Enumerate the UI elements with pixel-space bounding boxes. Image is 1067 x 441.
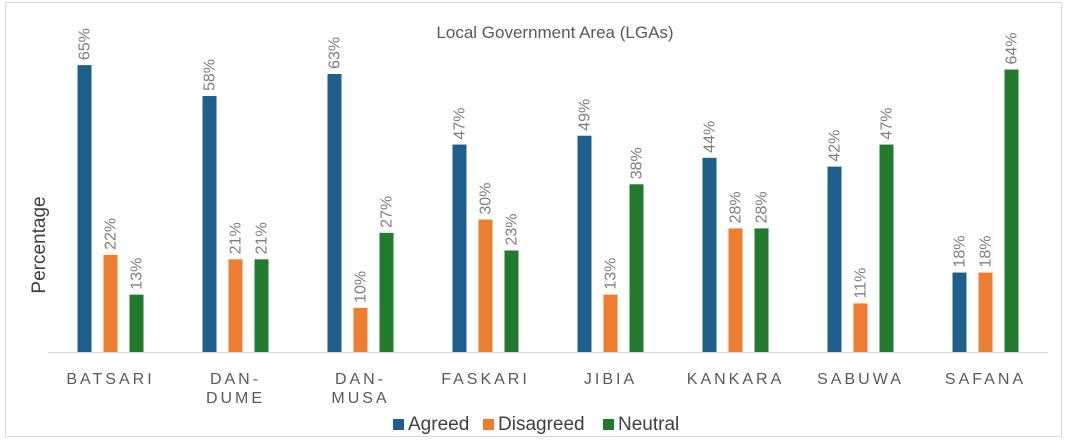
bar <box>629 184 644 352</box>
value-label: 49% <box>577 99 594 131</box>
bar <box>504 250 519 352</box>
bar <box>827 166 842 352</box>
bar <box>129 294 144 352</box>
value-label: 63% <box>327 37 344 69</box>
chart-title: Local Government Area (LGAs) <box>436 23 673 42</box>
x-tick-label: JIBIA <box>583 371 638 388</box>
value-label: 42% <box>827 130 844 162</box>
bar <box>603 294 618 352</box>
value-label: 13% <box>603 258 620 290</box>
bar <box>77 65 92 352</box>
value-label: 21% <box>254 222 271 254</box>
value-label: 38% <box>629 147 646 179</box>
bar <box>103 254 118 352</box>
bar <box>754 228 769 352</box>
bar <box>1004 69 1019 353</box>
x-tick-label: DAN- MUSA <box>331 371 390 407</box>
value-label: 47% <box>879 108 896 140</box>
value-label: 58% <box>202 59 219 91</box>
legend-label: Agreed <box>408 414 469 435</box>
x-tick-label: DAN- DUME <box>205 371 266 407</box>
value-label: 10% <box>353 271 370 303</box>
legend-label: Disagreed <box>498 414 585 435</box>
value-label: 28% <box>728 191 745 223</box>
bar <box>879 144 894 352</box>
value-label: 18% <box>952 236 969 268</box>
bar <box>202 96 217 352</box>
bar <box>353 307 368 352</box>
value-label: 47% <box>452 108 469 140</box>
y-axis-label: Percentage <box>29 196 50 293</box>
value-label: 27% <box>379 196 396 228</box>
value-label: 64% <box>1004 33 1021 65</box>
bar <box>228 259 243 352</box>
value-label: 28% <box>754 191 771 223</box>
legend-swatch <box>393 419 404 430</box>
value-label: 13% <box>129 258 146 290</box>
x-tick-label: SAFANA <box>944 371 1027 388</box>
legend-swatch <box>483 419 494 430</box>
value-label: 22% <box>103 218 120 250</box>
legend-swatch <box>603 419 614 430</box>
value-label: 21% <box>228 222 245 254</box>
bar <box>254 259 269 352</box>
x-tick-label: SABUWA <box>817 371 904 388</box>
bar <box>452 144 467 352</box>
x-tick-label: BATSARI <box>66 371 155 388</box>
chart-border <box>5 2 1062 437</box>
legend-label: Neutral <box>618 414 679 435</box>
bar <box>728 228 743 352</box>
bar <box>952 272 967 352</box>
value-label: 23% <box>504 213 521 245</box>
x-tick-label: FASKARI <box>441 371 530 388</box>
bar <box>702 157 717 352</box>
value-label: 65% <box>77 28 94 60</box>
value-label: 18% <box>978 236 995 268</box>
x-tick-label: KANKARA <box>686 371 785 388</box>
bar <box>478 219 493 352</box>
bar <box>978 272 993 352</box>
bar <box>379 232 394 352</box>
bar <box>577 135 592 352</box>
value-label: 30% <box>478 183 495 215</box>
bar <box>853 303 868 352</box>
bar <box>327 73 342 353</box>
value-label: 11% <box>853 268 870 299</box>
value-label: 44% <box>702 121 719 153</box>
